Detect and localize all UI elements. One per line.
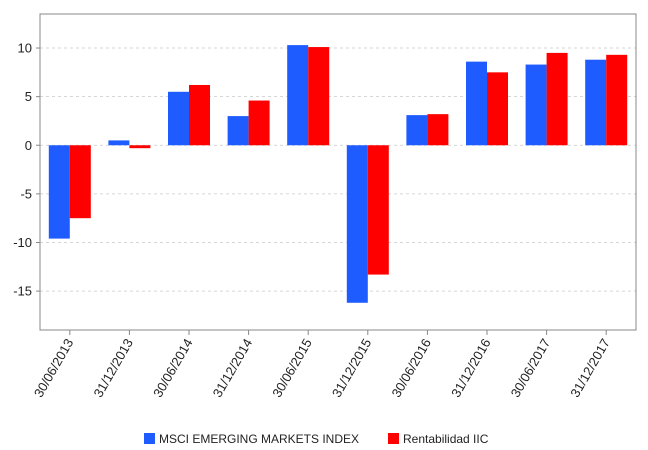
bar-rentabilidad bbox=[546, 52, 568, 146]
y-tick-labels: 10 5 0 -5 -10 -15 bbox=[13, 41, 32, 299]
bars bbox=[48, 45, 628, 303]
x-tick-label: 30/06/2014 bbox=[150, 336, 196, 400]
legend-swatch bbox=[388, 433, 399, 444]
bar-msci bbox=[525, 64, 547, 146]
legend-label: Rentabilidad IIC bbox=[403, 432, 489, 446]
bar-rentabilidad bbox=[189, 84, 210, 146]
bar-rentabilidad bbox=[248, 100, 270, 146]
bar-msci bbox=[48, 145, 70, 239]
y-tick-label: 5 bbox=[25, 89, 32, 104]
y-tick-label: -15 bbox=[13, 284, 32, 299]
legend: MSCI EMERGING MARKETS INDEX Rentabilidad … bbox=[144, 432, 489, 446]
y-tick-label: -10 bbox=[13, 235, 32, 250]
x-tick-label: 30/06/2016 bbox=[388, 336, 434, 400]
bar-rentabilidad bbox=[69, 145, 91, 219]
y-tick-label: -5 bbox=[20, 186, 32, 201]
bar-msci bbox=[585, 59, 607, 146]
bar-msci bbox=[346, 145, 368, 303]
x-tick-label: 31/12/2014 bbox=[210, 336, 256, 400]
y-tick-label: 10 bbox=[18, 41, 32, 56]
x-tick-label: 31/12/2016 bbox=[448, 336, 494, 400]
legend-label: MSCI EMERGING MARKETS INDEX bbox=[159, 432, 359, 446]
x-tick-label: 30/06/2017 bbox=[508, 336, 554, 400]
bar-msci bbox=[108, 140, 130, 146]
axes bbox=[36, 13, 637, 335]
bar-rentabilidad bbox=[606, 54, 628, 146]
bar-rentabilidad bbox=[427, 114, 449, 146]
x-tick-label: 31/12/2017 bbox=[567, 336, 613, 400]
x-tick-labels: 30/06/2013 31/12/2013 30/06/2014 31/12/2014… bbox=[31, 336, 613, 400]
bar-msci bbox=[466, 61, 487, 146]
bar-msci bbox=[406, 115, 428, 146]
y-tick-label: 0 bbox=[25, 138, 32, 153]
plot-frame bbox=[39, 13, 637, 331]
bar-rentabilidad bbox=[487, 72, 508, 146]
bar-rentabilidad bbox=[367, 145, 389, 275]
bar-rentabilidad bbox=[308, 47, 330, 146]
legend-swatch bbox=[144, 433, 155, 444]
x-tick-label: 30/06/2015 bbox=[269, 336, 315, 400]
bar-msci bbox=[287, 45, 309, 146]
bar-msci bbox=[168, 91, 189, 146]
x-tick-label: 31/12/2015 bbox=[329, 336, 375, 400]
x-tick-label: 31/12/2013 bbox=[90, 336, 136, 400]
bar-rentabilidad bbox=[129, 145, 151, 149]
x-tick-label: 30/06/2013 bbox=[31, 336, 77, 400]
bar-msci bbox=[227, 116, 249, 146]
